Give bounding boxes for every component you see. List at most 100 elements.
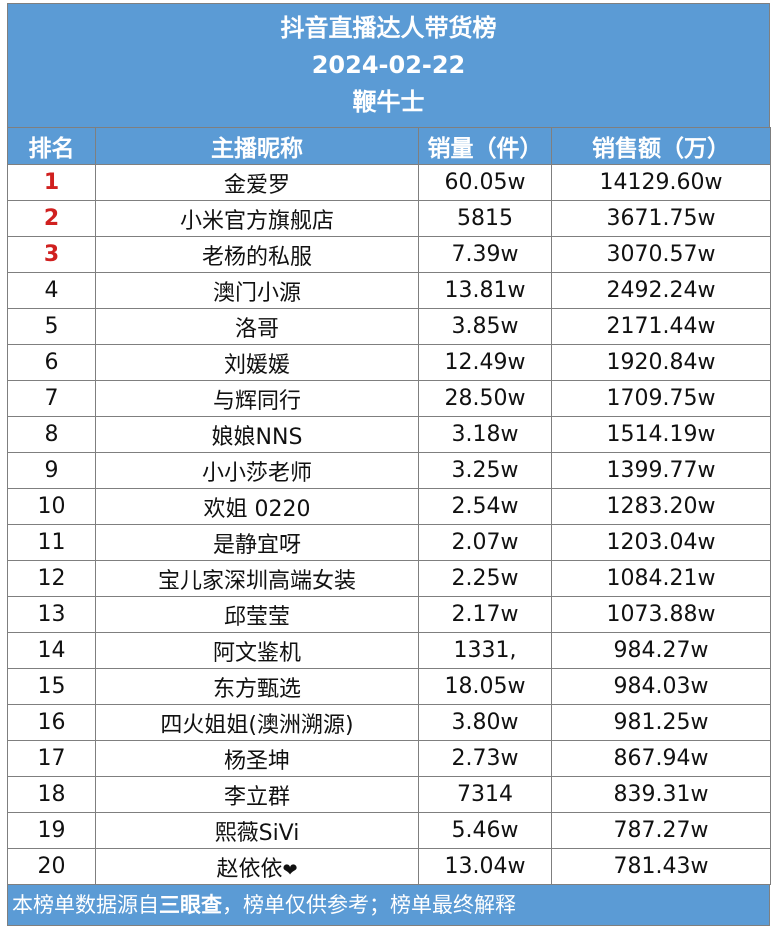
sales-cell: 2492.24w xyxy=(551,272,771,309)
name-cell-text: 杨圣坤 xyxy=(223,748,290,774)
rank-cell: 2 xyxy=(7,200,96,237)
report-date: 2024-02-22 xyxy=(311,51,466,79)
table-header-row: 排名 主播昵称 销量（件） 销售额（万） xyxy=(7,127,771,165)
sales-cell: 3671.75w xyxy=(551,200,771,237)
name-cell: 李立群 xyxy=(95,776,419,813)
volume-cell-text: 5815 xyxy=(457,206,513,231)
column-header-name: 主播昵称 xyxy=(95,127,419,165)
rank-cell: 4 xyxy=(7,272,96,309)
sales-cell: 14129.60w xyxy=(551,164,771,201)
rank-cell: 6 xyxy=(7,344,96,381)
volume-cell: 18.05w xyxy=(418,668,552,705)
sales-cell: 1709.75w xyxy=(551,380,771,417)
volume-cell-text: 13.81w xyxy=(444,278,526,303)
volume-cell-text: 7.39w xyxy=(451,242,519,267)
sales-cell: 1084.21w xyxy=(551,560,771,597)
volume-cell: 7.39w xyxy=(418,236,552,273)
name-cell-text: 与辉同行 xyxy=(212,388,301,414)
rank-cell: 15 xyxy=(7,668,96,705)
name-cell-text: 邱莹莹 xyxy=(223,604,290,630)
sales-cell: 839.31w xyxy=(551,776,771,813)
rank-cell-text: 15 xyxy=(37,674,66,699)
rank-cell-text: 14 xyxy=(37,638,66,663)
volume-cell-text: 3.18w xyxy=(451,422,519,447)
rank-cell: 5 xyxy=(7,308,96,345)
name-cell: 欢姐 0220 xyxy=(95,488,419,525)
volume-cell: 3.85w xyxy=(418,308,552,345)
sales-cell-text: 1203.04w xyxy=(606,530,716,555)
rank-cell: 10 xyxy=(7,488,96,525)
volume-cell-text: 3.25w xyxy=(451,458,519,483)
volume-cell-text: 1331, xyxy=(453,638,517,663)
rank-cell: 13 xyxy=(7,596,96,633)
sales-cell-text: 14129.60w xyxy=(599,170,723,195)
sales-cell-text: 984.27w xyxy=(613,638,709,663)
rank-cell-text: 17 xyxy=(37,746,66,771)
sales-cell-text: 981.25w xyxy=(613,710,709,735)
volume-cell: 2.25w xyxy=(418,560,552,597)
rank-cell: 18 xyxy=(7,776,96,813)
table-row: 16 四火姐姐(澳洲溯源) 3.80w 981.25w xyxy=(7,704,771,741)
rank-cell-text: 11 xyxy=(37,530,66,555)
rank-cell-text: 6 xyxy=(44,350,59,375)
table-row: 3 老杨的私服 7.39w 3070.57w xyxy=(7,236,771,273)
volume-cell: 1331, xyxy=(418,632,552,669)
table-row: 17 杨圣坤 2.73w 867.94w xyxy=(7,740,771,777)
rank-cell-text: 4 xyxy=(44,278,59,303)
name-cell-text: 李立群 xyxy=(223,784,290,810)
name-cell: 是静宜呀 xyxy=(95,524,419,561)
sales-cell: 981.25w xyxy=(551,704,771,741)
table-row: 13 邱莹莹 2.17w 1073.88w xyxy=(7,596,771,633)
name-cell-text: 赵依依 xyxy=(216,856,283,882)
volume-cell: 3.25w xyxy=(418,452,552,489)
name-cell: 四火姐姐(澳洲溯源) xyxy=(95,704,419,741)
name-cell: 杨圣坤 xyxy=(95,740,419,777)
name-cell: 赵依依❤ xyxy=(95,848,419,885)
name-cell-text: 欢姐 0220 xyxy=(203,496,311,522)
volume-cell: 5.46w xyxy=(418,812,552,849)
footer-prefix: 本榜单数据源自 xyxy=(12,893,159,917)
sales-cell-text: 1920.84w xyxy=(606,350,716,375)
sales-cell: 1920.84w xyxy=(551,344,771,381)
table-row: 12 宝儿家深圳高端女装 2.25w 1084.21w xyxy=(7,560,771,597)
sales-cell-text: 1399.77w xyxy=(606,458,716,483)
volume-cell: 2.17w xyxy=(418,596,552,633)
rank-cell: 3 xyxy=(7,236,96,273)
name-cell: 老杨的私服 xyxy=(95,236,419,273)
rank-cell-text: 18 xyxy=(37,782,66,807)
name-cell: 刘媛媛 xyxy=(95,344,419,381)
volume-cell: 13.04w xyxy=(418,848,552,885)
name-cell-text: 宝儿家深圳高端女装 xyxy=(157,568,356,594)
rank-cell: 1 xyxy=(7,164,96,201)
name-cell: 洛哥 xyxy=(95,308,419,345)
name-cell: 小米官方旗舰店 xyxy=(95,200,419,237)
name-cell: 邱莹莹 xyxy=(95,596,419,633)
volume-cell: 28.50w xyxy=(418,380,552,417)
table-row: 2 小米官方旗舰店 5815 3671.75w xyxy=(7,200,771,237)
name-cell-text: 阿文鉴机 xyxy=(212,640,301,666)
title-block: 抖音直播达人带货榜 2024-02-22 鞭牛士 xyxy=(7,3,770,127)
rank-cell: 17 xyxy=(7,740,96,777)
rank-cell-text: 19 xyxy=(37,818,66,843)
sales-cell-text: 1073.88w xyxy=(606,602,716,627)
rank-cell: 9 xyxy=(7,452,96,489)
name-cell-text: 洛哥 xyxy=(234,316,279,342)
name-cell: 阿文鉴机 xyxy=(95,632,419,669)
name-cell-text: 老杨的私服 xyxy=(201,244,312,270)
rank-cell-text: 3 xyxy=(43,242,60,267)
rank-cell-text: 12 xyxy=(37,566,66,591)
table-row: 4 澳门小源 13.81w 2492.24w xyxy=(7,272,771,309)
volume-cell: 3.80w xyxy=(418,704,552,741)
sales-cell: 781.43w xyxy=(551,848,771,885)
name-cell: 与辉同行 xyxy=(95,380,419,417)
sales-cell-text: 2492.24w xyxy=(606,278,716,303)
volume-cell-text: 18.05w xyxy=(444,674,526,699)
footer-suffix: ，榜单仅供参考；榜单最终解释 xyxy=(222,893,516,917)
table-row: 19 熙薇SiVi 5.46w 787.27w xyxy=(7,812,771,849)
volume-cell: 2.07w xyxy=(418,524,552,561)
footer-note: 本榜单数据源自三眼查，榜单仅供参考；榜单最终解释 xyxy=(7,885,770,926)
name-cell: 宝儿家深圳高端女装 xyxy=(95,560,419,597)
volume-cell-text: 5.46w xyxy=(451,818,519,843)
volume-cell: 2.54w xyxy=(418,488,552,525)
sales-cell-text: 867.94w xyxy=(613,746,709,771)
